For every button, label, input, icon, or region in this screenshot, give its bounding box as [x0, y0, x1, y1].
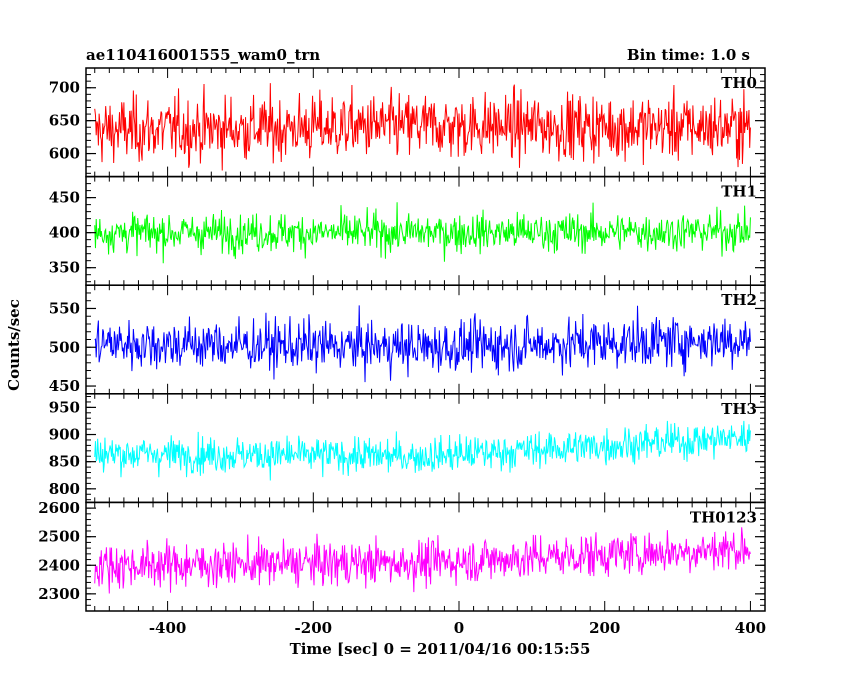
y-tick-label: 800	[49, 480, 80, 498]
x-tick-label: 400	[735, 619, 766, 637]
x-tick-label: 200	[589, 619, 620, 637]
panel-label-th1: TH1	[721, 183, 757, 201]
figure-title: ae110416001555_wam0_trn	[86, 46, 321, 64]
x-axis-label: Time [sec] 0 = 2011/04/16 00:15:55	[289, 640, 591, 658]
y-tick-label: 400	[49, 224, 80, 242]
series-line-th0123	[94, 527, 751, 594]
x-tick-label: 0	[454, 619, 464, 637]
y-tick-label: 2300	[38, 585, 80, 603]
y-tick-label: 650	[49, 112, 80, 130]
panel-frame-th0123	[85, 501, 766, 612]
y-tick-label: 850	[49, 453, 80, 471]
panel-label-th0: TH0	[721, 74, 757, 92]
y-tick-label: 2400	[38, 556, 80, 574]
y-tick-label: 450	[49, 377, 80, 395]
y-tick-label: 500	[49, 338, 80, 356]
panel-label-th0123: TH0123	[690, 508, 757, 526]
y-tick-label: 2500	[38, 528, 80, 546]
y-tick-label: 600	[49, 145, 80, 163]
panel-label-th2: TH2	[721, 291, 757, 309]
bin-time-label: Bin time: 1.0 s	[626, 46, 750, 64]
y-tick-label: 700	[49, 79, 80, 97]
series-line-th1	[94, 202, 751, 264]
y-tick-label: 2600	[38, 499, 80, 517]
panel-label-th3: TH3	[721, 400, 757, 418]
series-line-th2	[94, 305, 751, 383]
x-tick-label: -400	[149, 619, 187, 637]
y-tick-label: 900	[49, 426, 80, 444]
x-tick-label: -200	[295, 619, 333, 637]
series-line-th0	[94, 83, 751, 171]
y-tick-label: 450	[49, 189, 80, 207]
y-axis-label: Counts/sec	[5, 299, 23, 391]
y-tick-label: 550	[49, 299, 80, 317]
y-tick-label: 350	[49, 259, 80, 277]
y-tick-label: 950	[49, 398, 80, 416]
series-line-th3	[94, 420, 751, 481]
